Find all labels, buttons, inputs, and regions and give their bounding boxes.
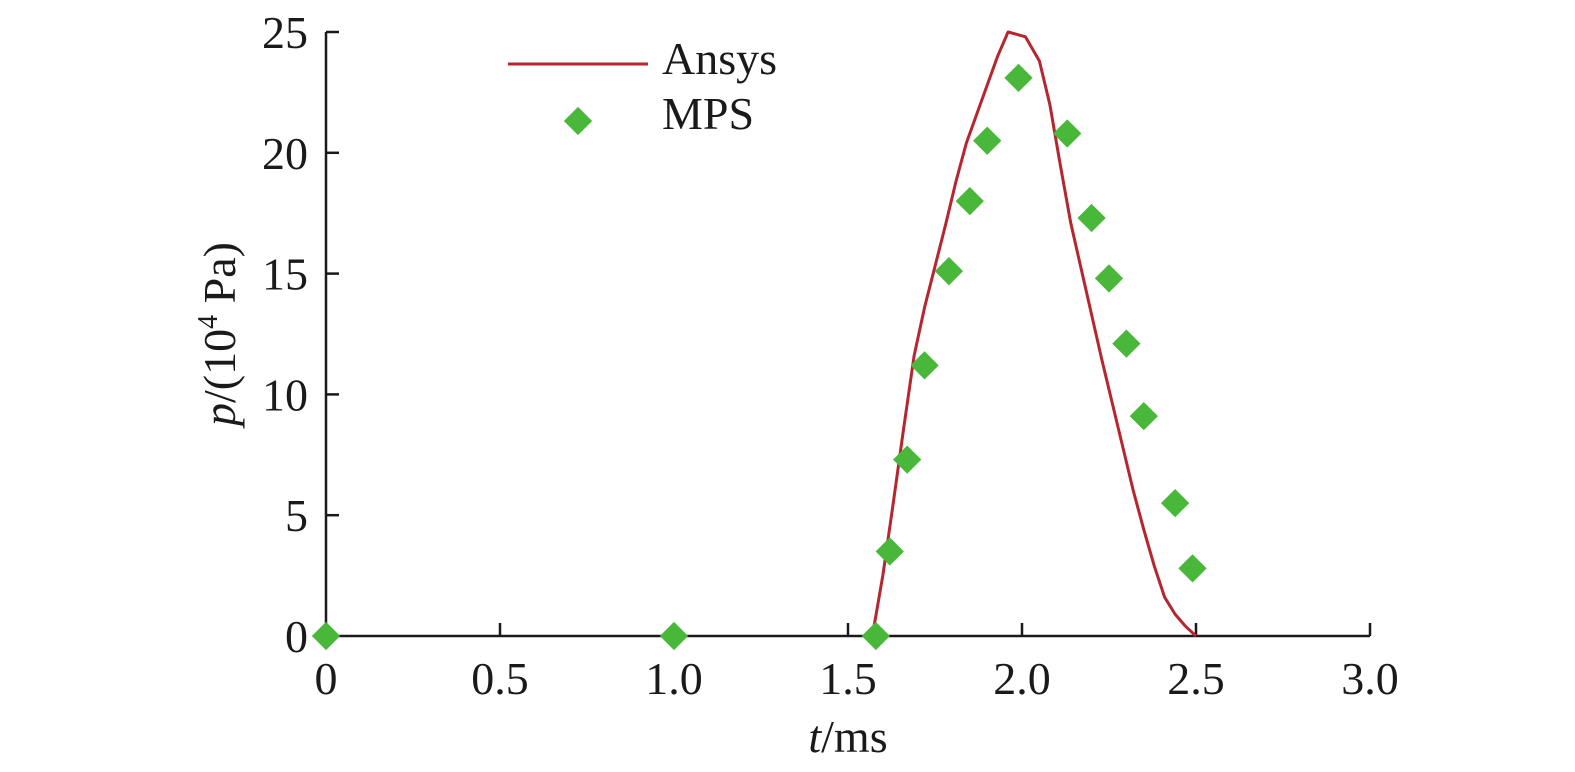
x-tick-label: 2.5: [1167, 653, 1225, 704]
legend-swatch-mps: [563, 106, 593, 136]
y-axis-label-suffix: Pa): [194, 242, 245, 315]
mps-point: [1112, 329, 1141, 358]
mps-point: [1129, 402, 1158, 431]
y-tick-label: 5: [285, 490, 308, 541]
legend-label-ansys: Ansys: [662, 33, 777, 84]
mps-point: [1178, 554, 1207, 583]
y-tick-label: 20: [262, 128, 308, 179]
mps-point: [1160, 488, 1190, 518]
axes: 0 0.5 1.0 1.5 2.0 2.5 3.0 0 5 10 15 20 25: [262, 7, 1399, 704]
y-ticks: 0 5 10 15 20 25: [262, 7, 339, 662]
x-tick-label: 0.5: [471, 653, 529, 704]
y-axis-label-sup: 4: [193, 315, 224, 329]
x-tick-label: 3.0: [1341, 653, 1399, 704]
x-axis-label: t/ms: [808, 711, 887, 762]
mps-point: [659, 621, 689, 651]
mps-point: [1004, 63, 1033, 93]
mps-point: [875, 537, 904, 566]
mps-point: [1094, 264, 1124, 293]
mps-point: [311, 621, 341, 651]
legend: Ansys MPS: [508, 33, 777, 139]
y-tick-label: 25: [262, 7, 308, 58]
y-axis-label-italic: p: [194, 403, 245, 429]
y-axis-label-prefix: /(10: [194, 329, 245, 403]
mps-point: [893, 445, 922, 474]
y-axis-label: p/(104 Pa): [193, 242, 245, 429]
x-axis-label-rest: /ms: [821, 711, 887, 762]
mps-point: [1077, 203, 1106, 233]
x-ticks: 0 0.5 1.0 1.5 2.0 2.5 3.0: [315, 623, 1399, 704]
mps-point: [934, 257, 964, 286]
mps-point: [861, 621, 890, 651]
x-tick-label: 1.5: [819, 653, 877, 704]
mps-point: [973, 126, 1002, 155]
y-tick-label: 15: [262, 249, 308, 300]
y-tick-label: 10: [262, 369, 308, 420]
y-tick-label: 0: [285, 611, 308, 662]
x-axis-label-italic: t: [808, 711, 822, 762]
plot-series: [311, 30, 1207, 651]
mps-point: [1053, 119, 1082, 148]
x-tick-label: 0: [315, 653, 338, 704]
x-tick-label: 2.0: [993, 653, 1051, 704]
mps-point: [955, 186, 984, 216]
mps-point: [910, 351, 939, 380]
ansys-series-line: [870, 30, 1198, 638]
legend-label-mps: MPS: [662, 88, 754, 139]
x-tick-label: 1.0: [645, 653, 703, 704]
